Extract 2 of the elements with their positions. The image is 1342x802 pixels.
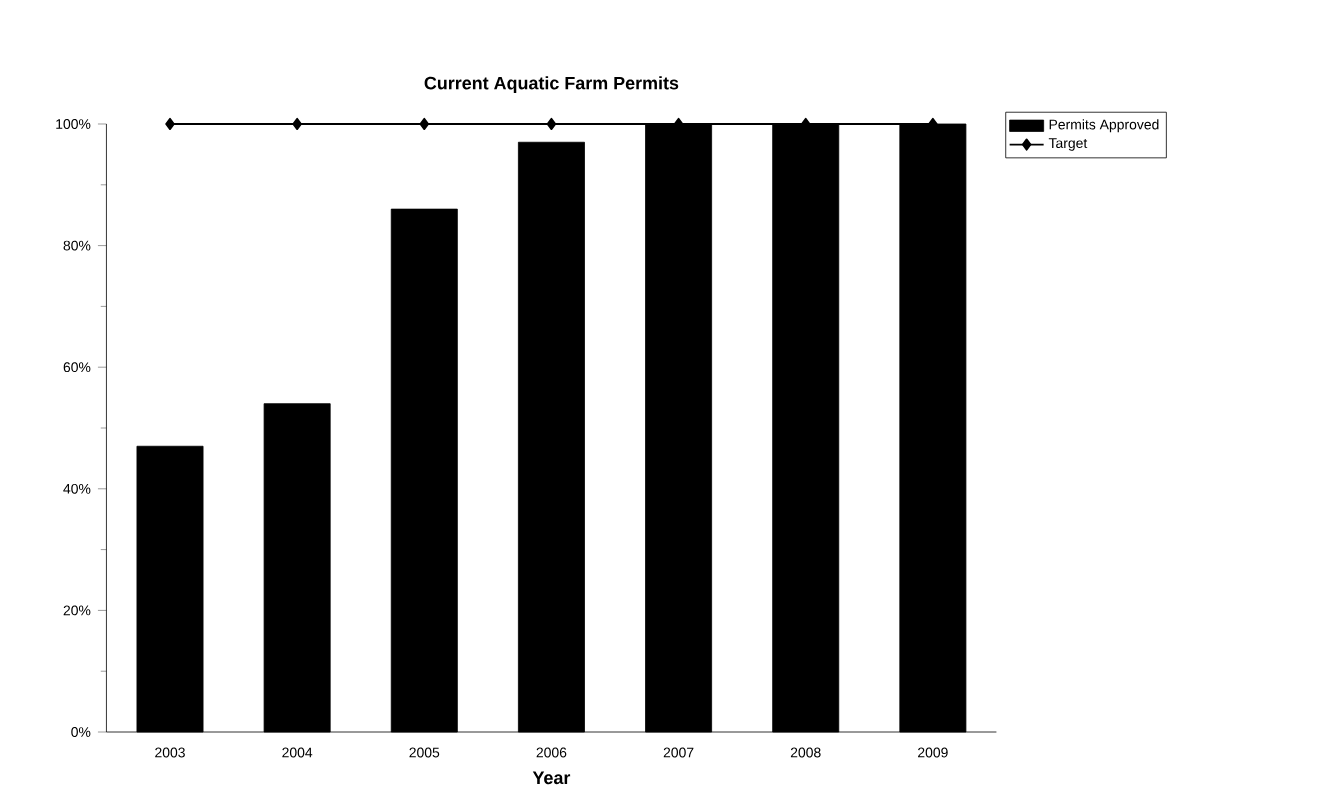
- chart-title: Current Aquatic Farm Permits: [424, 76, 679, 93]
- x-axis-title: Year: [532, 771, 571, 785]
